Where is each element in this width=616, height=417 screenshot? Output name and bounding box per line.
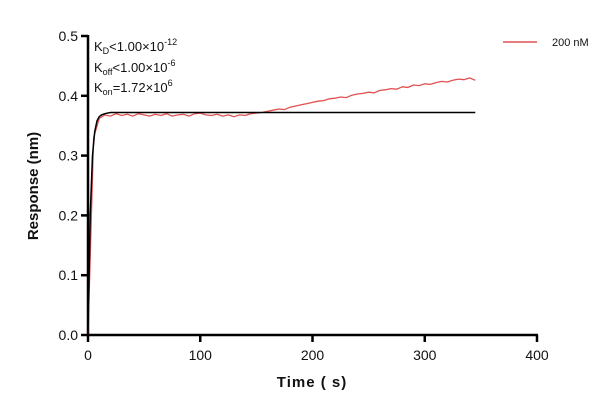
x-tick-label: 100 [189,347,213,363]
y-tick-label: 0.0 [59,327,79,343]
koff-annotation: Koff<1.00×10-6 [94,58,175,77]
x-axis-label: Time ( s) [277,374,347,391]
plot-area [87,77,476,336]
y-tick-label: 0.3 [59,148,79,164]
kinetics-annotation: KD<1.00×10-12 Koff<1.00×10-6 Kon=1.72×10… [94,37,177,97]
x-tick-label: 0 [84,347,92,363]
axes: 0 100 200 300 400 0.0 0.1 0.2 0.3 0.4 0.5 [59,28,549,363]
y-tick-label: 0.2 [59,207,79,223]
legend: 200 nM [503,37,589,49]
y-tick-label: 0.4 [59,88,79,104]
kd-annotation: KD<1.00×10-12 [94,37,177,56]
y-axis-label: Response (nm) [25,132,42,240]
y-tick-label: 0.5 [59,28,79,44]
kon-annotation: Kon=1.72×106 [94,78,173,97]
y-tick-label: 0.1 [59,267,79,283]
x-tick-label: 300 [413,347,437,363]
x-tick-label: 400 [525,347,549,363]
series-line-200nm [87,77,476,336]
fit-curve-line [87,111,476,336]
x-tick-label: 200 [301,347,325,363]
legend-label-200nm: 200 nM [552,37,589,49]
